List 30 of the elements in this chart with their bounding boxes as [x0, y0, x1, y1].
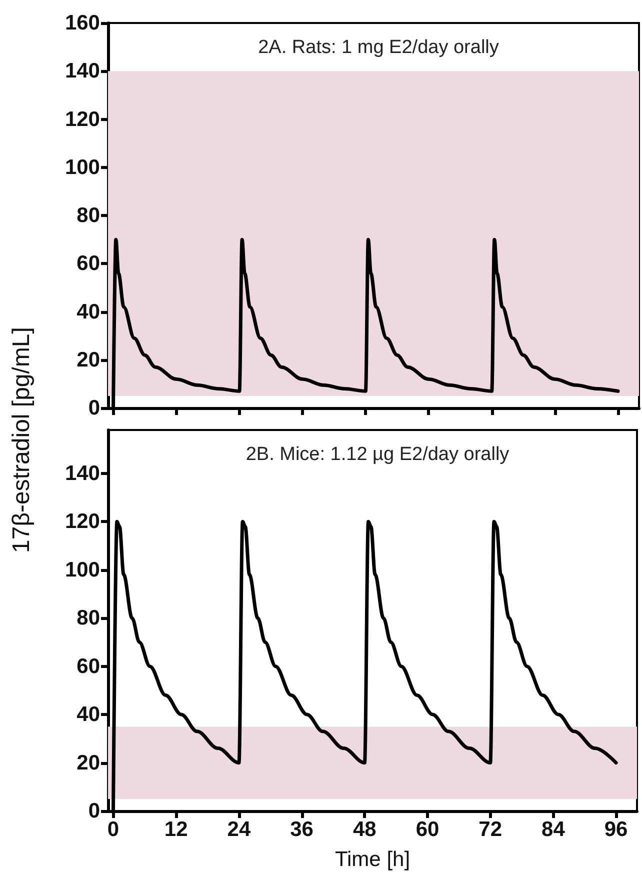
x-axis-title: Time [h] — [334, 848, 410, 871]
text: 2B. Mice: 1.12 µg E2/day orally — [246, 444, 510, 465]
x-tick-label: 24 — [227, 818, 251, 841]
x-tick-label: 96 — [604, 818, 628, 841]
y-tick-label: 0 — [88, 800, 100, 822]
y-tick-label: 40 — [76, 300, 100, 324]
y-tick-label: 100 — [64, 156, 100, 179]
y-tick-label: 140 — [64, 462, 100, 485]
y-tick-label: 160 — [64, 12, 100, 34]
x-tick-label: 60 — [416, 818, 440, 841]
y-tick-label: 120 — [64, 108, 100, 131]
y-tick-label: 80 — [76, 606, 100, 630]
y-tick-label: 120 — [64, 510, 100, 534]
x-tick-label: 72 — [478, 818, 502, 841]
y-tick-label: 140 — [64, 60, 100, 83]
x-tick-label: 12 — [164, 818, 188, 841]
x-tick-label: 48 — [352, 818, 377, 841]
y-tick-label: 80 — [76, 204, 100, 227]
text: 2A. Rats: 1 mg E2/day orally — [258, 37, 500, 58]
y-tick-label: 40 — [76, 703, 100, 726]
y-tick-label: 20 — [76, 348, 100, 372]
x-tick-label: 0 — [107, 818, 120, 841]
y-tick-label: 20 — [76, 751, 100, 774]
y-tick-label: 60 — [76, 654, 100, 678]
x-tick-label: 84 — [542, 818, 566, 841]
y-axis-title: 17β-estradiol [pg/mL] — [8, 327, 36, 553]
y-tick-label: 100 — [64, 558, 100, 582]
y-tick-label: 60 — [76, 252, 100, 276]
y-tick-label: 0 — [88, 396, 100, 420]
x-tick-label: 36 — [290, 818, 314, 841]
